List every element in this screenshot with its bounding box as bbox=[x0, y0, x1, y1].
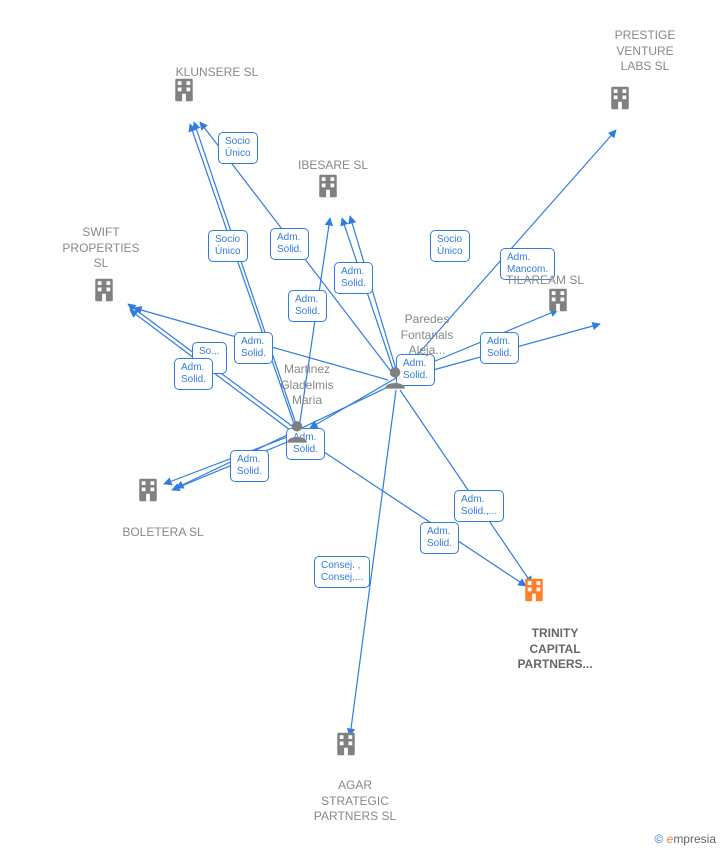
node-label: TILAREAM SL bbox=[490, 273, 600, 289]
edges-layer bbox=[0, 0, 728, 850]
node-label: Paredes Fontanals Aleja... bbox=[372, 312, 482, 359]
node-label: KLUNSERE SL bbox=[162, 65, 272, 81]
node-label: PRESTIGE VENTURE LABS SL bbox=[590, 28, 700, 75]
edge-line bbox=[400, 390, 532, 584]
company-icon[interactable] bbox=[543, 285, 573, 315]
copyright-symbol: © bbox=[654, 832, 663, 846]
company-icon[interactable] bbox=[89, 275, 119, 305]
edge-line bbox=[164, 436, 290, 484]
node-label: SWIFT PROPERTIES SL bbox=[46, 225, 156, 272]
footer-credit: © empresia bbox=[654, 832, 716, 846]
company-icon[interactable] bbox=[331, 729, 361, 759]
network-diagram: Socio ÚnicoAdm. Solid.Socio ÚnicoAdm. Ma… bbox=[0, 0, 728, 850]
company-icon[interactable] bbox=[605, 83, 635, 113]
node-label: Martinez Gladelmis Maria bbox=[252, 362, 362, 409]
company-icon[interactable] bbox=[133, 475, 163, 505]
edge-line bbox=[306, 440, 526, 586]
edge-line bbox=[350, 390, 396, 736]
node-label: IBESARE SL bbox=[278, 158, 388, 174]
brand-name: mpresia bbox=[673, 832, 716, 846]
node-label: TRINITY CAPITAL PARTNERS... bbox=[500, 626, 610, 673]
person-icon[interactable] bbox=[283, 417, 311, 445]
node-label: AGAR STRATEGIC PARTNERS SL bbox=[300, 778, 410, 825]
node-label: BOLETERA SL bbox=[108, 525, 218, 541]
person-icon[interactable] bbox=[381, 363, 409, 391]
company-icon[interactable] bbox=[519, 575, 549, 605]
company-icon[interactable] bbox=[313, 171, 343, 201]
edge-line bbox=[172, 440, 292, 490]
